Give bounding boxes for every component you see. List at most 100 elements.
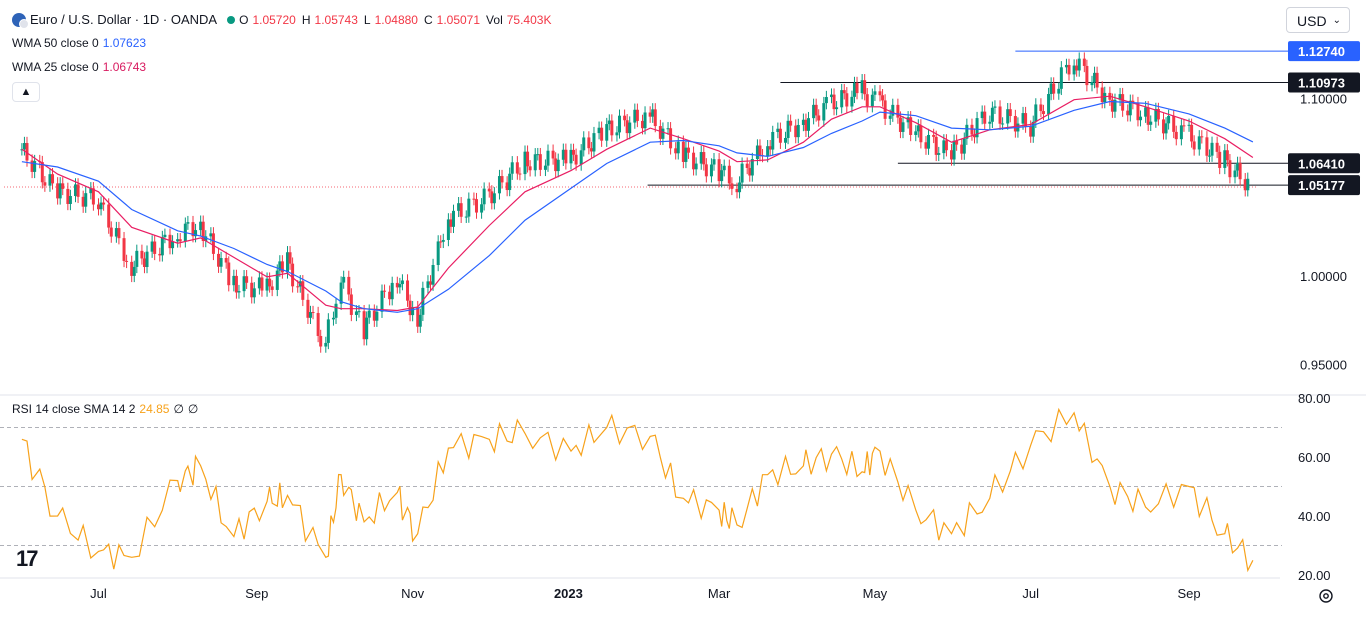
candle-body xyxy=(745,163,749,168)
symbol-title[interactable]: Euro / U.S. Dollar · 1D · OANDA xyxy=(30,12,218,27)
candle-body xyxy=(1113,99,1117,112)
candle-body xyxy=(1093,72,1097,83)
candle-body xyxy=(411,307,415,316)
candle-body xyxy=(416,307,420,327)
collapse-legend-button[interactable]: ▲ xyxy=(12,82,40,102)
tradingview-logo-icon[interactable]: 17 xyxy=(16,546,39,571)
candle-body xyxy=(296,286,300,288)
candle-body xyxy=(898,117,902,132)
candle-body xyxy=(487,188,491,192)
candle-body xyxy=(1182,125,1186,127)
candle-body xyxy=(1103,92,1107,103)
candle-body xyxy=(250,282,254,298)
candle-body xyxy=(738,182,742,193)
candle-body xyxy=(722,165,726,171)
candle-body xyxy=(942,140,946,154)
candle-body xyxy=(176,239,180,242)
candle-body xyxy=(354,311,358,315)
candle-body xyxy=(661,128,665,139)
candle-body xyxy=(163,234,167,238)
candle-body xyxy=(142,258,146,268)
candle-body xyxy=(916,125,920,132)
wma25-legend[interactable]: WMA 25 close 0 1.06743 xyxy=(12,60,150,74)
candle-body xyxy=(194,230,198,237)
time-tick-label: 2023 xyxy=(554,586,583,601)
candle-body xyxy=(561,149,565,160)
time-tick-label: Jul xyxy=(1022,586,1039,601)
candle-body xyxy=(459,203,463,217)
candle-body xyxy=(692,152,696,170)
candle-body xyxy=(960,144,964,154)
candle-body xyxy=(962,138,966,154)
candle-body xyxy=(22,143,26,150)
candle-body xyxy=(1008,109,1012,117)
candle-body xyxy=(1192,141,1196,150)
candle-body xyxy=(589,148,593,152)
candle-body xyxy=(357,311,361,313)
candle-body xyxy=(199,221,203,231)
candle-body xyxy=(610,120,614,136)
low-value: 1.04880 xyxy=(374,12,418,27)
candle-body xyxy=(1228,160,1232,178)
candle-body xyxy=(30,160,34,172)
candle-body xyxy=(429,281,433,285)
candle-body xyxy=(748,167,752,176)
candle-body xyxy=(1179,125,1183,140)
candle-body xyxy=(993,106,997,108)
candle-body xyxy=(1164,123,1168,134)
candle-body xyxy=(526,151,530,167)
candle-body xyxy=(505,182,509,191)
candle-body xyxy=(441,239,445,242)
candle-body xyxy=(125,260,129,262)
candle-body xyxy=(400,280,404,285)
candle-body xyxy=(1057,88,1061,94)
close-value: 1.05071 xyxy=(436,12,481,27)
price-tick-label: 1.00000 xyxy=(1300,269,1347,284)
candle-body xyxy=(538,154,542,170)
chevron-down-icon: ⌄ xyxy=(1332,15,1341,26)
candle-body xyxy=(278,261,282,271)
candle-body xyxy=(1236,162,1240,171)
symbol-legend: Euro / U.S. Dollar · 1D · OANDA O 1.05720… xyxy=(12,12,555,29)
wma50-line xyxy=(21,100,1254,313)
rsi-legend[interactable]: RSI 14 close SMA 14 2 24.85 ∅ ∅ xyxy=(12,402,202,416)
candle-body xyxy=(615,132,619,136)
candle-body xyxy=(270,286,274,290)
candle-body xyxy=(832,94,836,110)
candle-body xyxy=(778,128,782,143)
candle-body xyxy=(96,204,100,210)
candle-body xyxy=(1128,100,1132,116)
candle-body xyxy=(582,137,586,151)
candle-body xyxy=(1072,65,1076,75)
candle-body xyxy=(681,141,685,162)
candle-body xyxy=(140,250,144,259)
candle-body xyxy=(543,165,547,170)
candle-body xyxy=(40,162,44,183)
candle-body xyxy=(1207,155,1211,157)
currency-selector[interactable]: USD ⌄ xyxy=(1286,7,1350,33)
candle-body xyxy=(1095,72,1099,88)
candle-body xyxy=(390,282,394,300)
candle-body xyxy=(245,276,249,283)
candle-body xyxy=(852,82,856,97)
candle-body xyxy=(592,133,596,152)
price-level-label: 1.05177 xyxy=(1298,178,1345,193)
candle-body xyxy=(587,137,591,149)
candle-body xyxy=(1100,87,1104,103)
candle-body xyxy=(990,107,994,122)
settings-gear-icon[interactable] xyxy=(1318,588,1334,604)
candle-body xyxy=(712,159,716,165)
volume-label: Vol xyxy=(486,12,503,27)
volume-value: 75.403K xyxy=(506,12,552,27)
candle-body xyxy=(600,127,604,141)
rsi-tick-label: 80.00 xyxy=(1298,391,1331,406)
time-tick-label: Sep xyxy=(245,586,268,601)
wma50-legend[interactable]: WMA 50 close 0 1.07623 xyxy=(12,36,150,50)
open-value: 1.05720 xyxy=(252,12,296,27)
candle-body xyxy=(1064,64,1068,68)
candle-body xyxy=(510,162,514,174)
candle-body xyxy=(25,143,29,161)
candle-body xyxy=(551,150,555,159)
candle-body xyxy=(1172,115,1176,132)
